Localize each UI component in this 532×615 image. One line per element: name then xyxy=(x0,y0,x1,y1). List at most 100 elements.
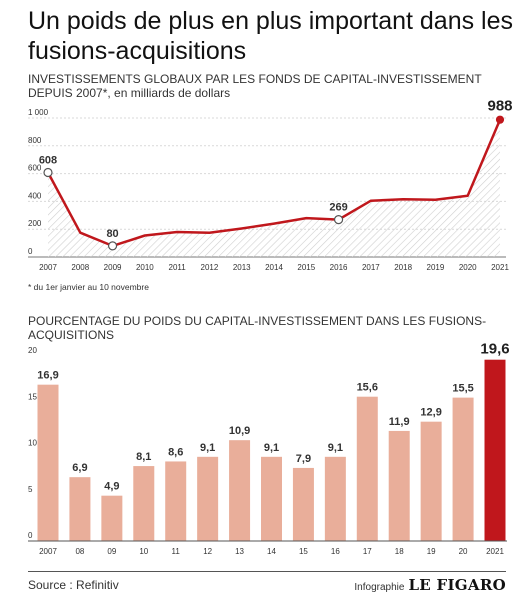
chart1-x-tick-label: 2012 xyxy=(201,263,219,272)
footer-divider xyxy=(28,571,506,572)
chart1-x-tick-label: 2015 xyxy=(297,263,315,272)
chart1-x-tick-label: 2019 xyxy=(427,263,445,272)
chart1-x-tick-label: 2011 xyxy=(169,263,187,272)
chart2-data-label: 15,5 xyxy=(452,383,473,395)
chart2-data-label: 9,1 xyxy=(264,442,279,454)
chart2-bar xyxy=(165,461,187,541)
percentage-bar-chart: 0 5 10 15 20 16,9 6,9 4,9 8,1 8,6 9,1 10,9 9,1 7,9 9,… xyxy=(28,341,510,556)
chart2-x-tick-label: 08 xyxy=(75,547,84,556)
chart2-data-label: 12,9 xyxy=(420,407,441,419)
chart1-point-marker xyxy=(333,215,344,225)
chart2-x-tick-label: 2021 xyxy=(486,547,504,556)
chart2-y-tick-label: 15 xyxy=(28,392,37,401)
chart1-y-tick-label: 1 000 xyxy=(28,108,49,117)
chart1-y-tick-label: 600 xyxy=(28,164,42,173)
chart1-title-unit: , en milliards de dollars xyxy=(107,86,231,100)
chart1-y-tick-label: 800 xyxy=(28,136,42,145)
chart1-x-tick-label: 2017 xyxy=(362,263,380,272)
chart1-data-label: 269 xyxy=(329,202,347,214)
chart1-point-marker xyxy=(495,115,505,124)
chart2-data-labels: 16,9 6,9 4,9 8,1 8,6 9,1 10,9 9,1 7,9 9,1 15,6 11,9… xyxy=(37,341,509,493)
chart2-x-tick-label: 19 xyxy=(427,547,436,556)
chart2-x-tick-label: 15 xyxy=(299,547,308,556)
chart1-x-tick-label: 2009 xyxy=(104,263,122,272)
chart2-x-tick-label: 12 xyxy=(203,547,212,556)
chart2-data-label: 4,9 xyxy=(104,481,119,493)
chart1-x-tick-label: 2021 xyxy=(491,263,509,272)
chart2-x-tick-label: 20 xyxy=(459,547,468,556)
chart2-data-label: 16,9 xyxy=(37,370,58,382)
chart2-data-label: 15,6 xyxy=(357,382,378,394)
chart2-x-tick-label: 13 xyxy=(235,547,244,556)
chart2-bar xyxy=(388,430,410,541)
chart2-y-tick-label: 5 xyxy=(28,485,33,494)
source-note: Source : Refinitiv xyxy=(28,578,119,592)
chart2-y-tick-label: 0 xyxy=(28,531,33,540)
chart2-x-axis: 2007 08 09 10 11 12 13 14 15 16 17 18 19 20 2021 xyxy=(39,547,504,556)
chart1-footnote: * du 1er janvier au 10 novembre xyxy=(28,282,149,292)
chart1-title: INVESTISSEMENTS GLOBAUX PAR LES FONDS DE… xyxy=(28,72,518,100)
chart2-bars xyxy=(37,359,506,541)
chart2-bar xyxy=(69,477,91,541)
chart2-bar xyxy=(101,495,123,541)
chart2-data-label: 8,1 xyxy=(136,451,151,463)
chart1-data-labels: 608 80 269 988 xyxy=(39,100,513,240)
chart2-y-axis: 0 5 10 15 20 xyxy=(28,346,37,540)
chart1-x-tick-label: 2014 xyxy=(265,263,283,272)
chart2-x-tick-label: 14 xyxy=(267,547,276,556)
chart1-x-tick-label: 2008 xyxy=(71,263,89,272)
chart2-x-tick-label: 16 xyxy=(331,547,340,556)
chart1-markers xyxy=(43,115,505,251)
chart1-x-tick-label: 2007 xyxy=(39,263,57,272)
chart1-x-axis: 2007 2008 2009 2010 2011 2012 2013 2014 2015 2016… xyxy=(39,263,509,272)
chart1-data-label: 608 xyxy=(39,154,57,166)
chart2-bar xyxy=(452,397,474,541)
chart2-x-tick-label: 11 xyxy=(172,547,181,556)
chart1-x-tick-label: 2010 xyxy=(136,263,154,272)
chart1-x-tick-label: 2016 xyxy=(330,263,348,272)
page-headline: Un poids de plus en plus important dans … xyxy=(28,7,514,65)
chart2-data-label: 19,6 xyxy=(480,341,509,358)
chart2-data-label: 9,1 xyxy=(328,442,343,454)
chart1-data-label: 80 xyxy=(106,228,118,240)
chart1-series-line xyxy=(46,119,502,248)
chart2-bar xyxy=(292,467,314,541)
brand-logo: LE FIGARO xyxy=(408,576,506,594)
chart2-x-tick-label: 09 xyxy=(107,547,116,556)
chart1-x-tick-label: 2020 xyxy=(459,263,477,272)
credit: Infographie LE FIGARO xyxy=(354,576,506,594)
chart1-x-tick-label: 2018 xyxy=(394,263,412,272)
chart1-x-tick-label: 2013 xyxy=(233,263,251,272)
chart2-data-label: 6,9 xyxy=(72,462,87,474)
chart2-x-tick-label: 10 xyxy=(139,547,148,556)
chart2-data-label: 10,9 xyxy=(229,425,250,437)
chart2-bar xyxy=(261,456,282,541)
chart1-data-label: 988 xyxy=(487,100,512,115)
chart2-bar xyxy=(420,421,442,541)
chart1-area xyxy=(48,119,500,257)
chart1-y-axis: 0 200 400 600 800 1 000 xyxy=(28,108,49,256)
chart2-x-tick-label: 18 xyxy=(395,547,404,556)
chart2-bar xyxy=(484,359,506,541)
chart1-y-tick-label: 200 xyxy=(28,219,42,228)
chart2-bar xyxy=(133,466,155,541)
chart2-y-tick-label: 10 xyxy=(28,439,37,448)
chart2-x-tick-label: 2007 xyxy=(39,547,57,556)
chart2-y-tick-label: 20 xyxy=(28,346,37,355)
chart2-data-label: 7,9 xyxy=(296,453,311,465)
chart1-title-caps: INVESTISSEMENTS GLOBAUX PAR LES FONDS DE… xyxy=(28,72,482,100)
chart2-bar xyxy=(37,384,59,541)
chart1-y-tick-label: 0 xyxy=(28,247,33,256)
chart2-data-label: 11,9 xyxy=(389,416,410,428)
chart2-data-label: 9,1 xyxy=(200,442,215,454)
chart2-bar xyxy=(324,456,346,541)
chart2-title: POURCENTAGE DU POIDS DU CAPITAL-INVESTIS… xyxy=(28,314,487,342)
chart2-bar xyxy=(229,440,251,541)
chart2-data-label: 8,6 xyxy=(168,446,183,458)
credit-label: Infographie xyxy=(354,582,405,593)
chart1-point-marker xyxy=(43,167,53,178)
chart2-x-tick-label: 17 xyxy=(363,547,372,556)
chart2-bar xyxy=(197,456,219,541)
chart1-y-tick-label: 400 xyxy=(28,191,42,200)
